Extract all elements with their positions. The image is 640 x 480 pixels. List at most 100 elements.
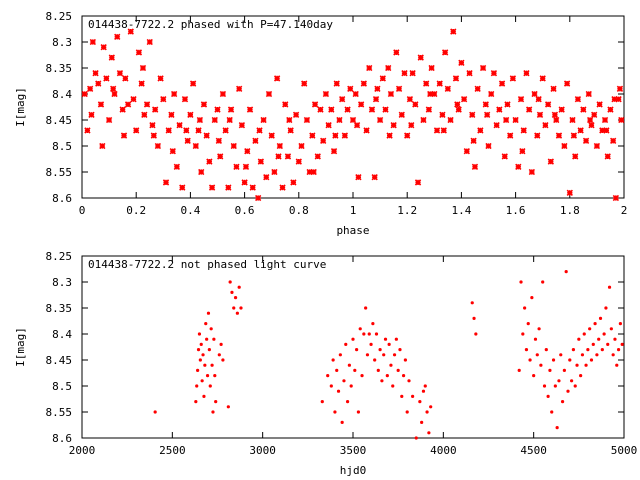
data-point xyxy=(99,142,106,150)
data-point xyxy=(541,280,545,284)
data-point xyxy=(341,132,349,139)
data-point xyxy=(88,111,95,118)
data-point xyxy=(580,353,585,357)
data-point xyxy=(357,101,365,108)
data-point xyxy=(507,132,514,139)
data-point xyxy=(602,332,606,336)
data-point xyxy=(333,410,337,414)
data-point xyxy=(81,90,88,98)
data-point xyxy=(470,137,477,144)
data-point xyxy=(595,353,599,357)
data-point xyxy=(535,353,539,357)
data-point xyxy=(192,142,199,150)
data-point xyxy=(520,127,527,134)
data-point xyxy=(421,389,426,393)
data-points xyxy=(153,270,624,440)
data-point xyxy=(547,158,554,165)
data-point xyxy=(396,368,400,372)
data-point xyxy=(542,384,547,388)
data-point xyxy=(404,132,411,139)
data-point xyxy=(589,358,594,362)
y-tick-label: 8.45 xyxy=(46,114,73,127)
data-point xyxy=(524,348,529,352)
data-point xyxy=(282,101,289,108)
data-point xyxy=(362,332,366,336)
data-point xyxy=(620,342,624,346)
data-point xyxy=(196,116,204,124)
data-point xyxy=(450,28,457,35)
data-point xyxy=(290,179,297,186)
data-point xyxy=(221,358,225,362)
data-point xyxy=(204,322,208,326)
data-point xyxy=(517,96,525,103)
data-point xyxy=(591,342,595,346)
y-tick-label: 8.35 xyxy=(46,62,73,75)
data-point xyxy=(153,410,157,414)
data-point xyxy=(418,400,422,404)
data-point xyxy=(143,101,151,108)
x-tick-label: 3500 xyxy=(340,444,367,457)
data-point xyxy=(398,348,402,352)
x-tick-label: 3000 xyxy=(249,444,276,457)
y-tick-label: 8.6 xyxy=(52,432,72,445)
data-point xyxy=(263,174,270,181)
data-point xyxy=(211,116,218,124)
x-tick-label: 1.8 xyxy=(560,204,580,217)
data-point xyxy=(219,90,227,98)
data-point xyxy=(379,75,386,82)
data-point xyxy=(609,137,617,144)
data-point xyxy=(206,158,213,165)
data-point xyxy=(425,410,429,414)
data-point xyxy=(328,106,335,113)
data-point xyxy=(466,70,473,77)
data-point xyxy=(523,306,527,310)
data-point xyxy=(215,137,223,144)
data-point xyxy=(376,368,380,372)
data-point xyxy=(604,153,611,160)
data-point xyxy=(557,379,561,383)
data-point xyxy=(523,70,530,77)
data-point xyxy=(408,122,415,129)
data-point xyxy=(490,70,498,77)
data-point xyxy=(160,96,167,103)
data-point xyxy=(309,132,316,139)
data-point xyxy=(105,116,113,124)
data-point xyxy=(206,311,211,315)
data-point xyxy=(385,64,392,72)
data-point xyxy=(371,174,378,181)
data-point xyxy=(233,163,240,170)
data-point xyxy=(374,332,379,336)
data-point xyxy=(474,332,478,336)
data-point xyxy=(531,90,538,98)
data-point xyxy=(336,389,341,393)
data-point xyxy=(564,270,568,274)
data-point xyxy=(189,80,197,87)
data-point xyxy=(607,285,612,289)
data-point xyxy=(574,96,582,103)
data-point xyxy=(329,384,333,388)
data-point xyxy=(286,116,293,124)
data-point xyxy=(533,337,538,341)
data-point xyxy=(496,106,503,113)
data-point xyxy=(236,85,243,92)
data-point xyxy=(355,174,362,181)
data-point xyxy=(338,96,346,103)
data-point xyxy=(483,111,491,118)
data-point xyxy=(235,311,239,315)
data-point xyxy=(360,374,364,378)
data-point xyxy=(242,163,250,170)
x-tick-label: 0.4 xyxy=(180,204,200,217)
data-point xyxy=(412,101,419,108)
x-tick-label: 0 xyxy=(79,204,86,217)
data-point xyxy=(485,142,492,150)
plot-frame xyxy=(81,15,625,199)
data-point xyxy=(103,75,110,82)
x-tick-label: 1.4 xyxy=(451,204,471,217)
data-point xyxy=(498,80,506,87)
data-point xyxy=(303,116,311,124)
data-point xyxy=(596,101,603,108)
data-point xyxy=(268,132,275,139)
data-point xyxy=(575,363,579,367)
data-point xyxy=(407,379,411,383)
data-point xyxy=(519,148,526,155)
